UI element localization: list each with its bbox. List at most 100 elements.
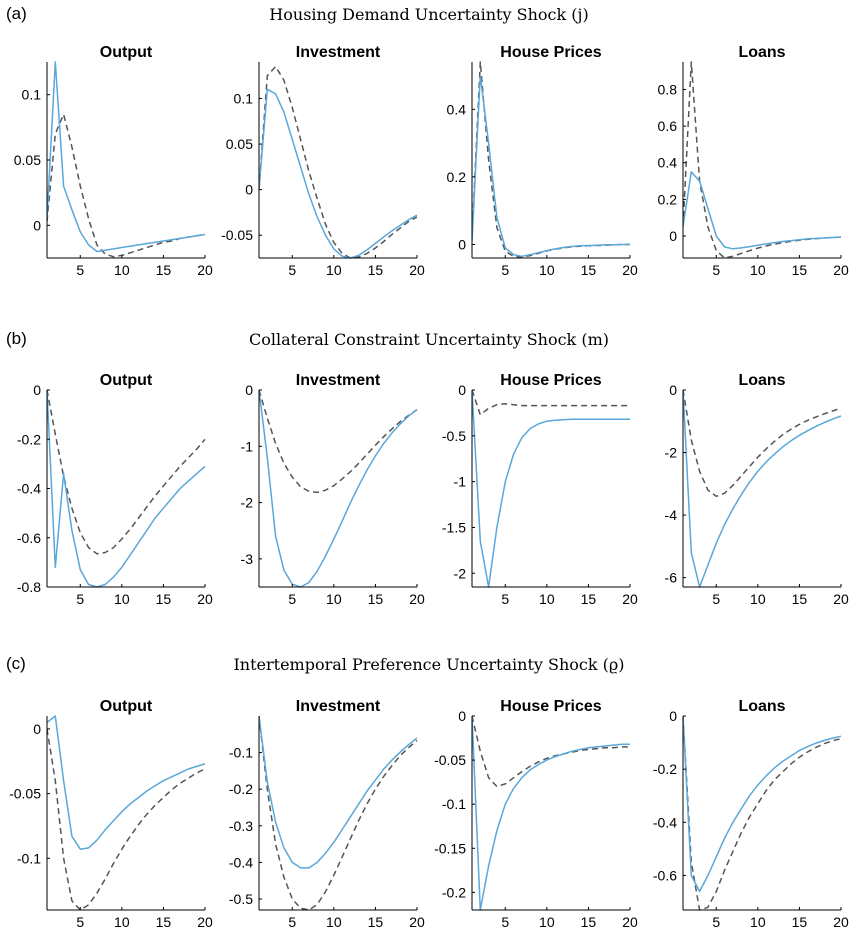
- solid-series-line: [472, 715, 630, 911]
- y-tick-label: -1: [454, 474, 467, 490]
- y-tick-label: -0.2: [442, 884, 466, 900]
- x-tick-label: 10: [750, 591, 766, 607]
- y-tick-label: 0.1: [234, 90, 254, 106]
- y-tick-label: 0: [33, 382, 41, 398]
- series-group: [683, 61, 842, 259]
- y-tick-label: -0.05: [9, 786, 41, 802]
- chart-title: Investment: [296, 372, 381, 389]
- x-tick-label: 15: [581, 591, 597, 607]
- y-tick-label: 0: [458, 236, 466, 252]
- chart-c-output: Output 5 10 15 20 -0.1 -0.05 0: [9, 698, 213, 930]
- chart-b-output: Output 5 10 15 20 -0.8 -0.6 -0.4 -0.2 0: [17, 372, 213, 607]
- chart-b-house-prices: House Prices 5 10 15 20 -2 -1.5 -1 -0.5 0: [442, 372, 638, 607]
- y-tick-label: -0.2: [17, 431, 41, 447]
- y-tick-label: 0: [33, 217, 41, 233]
- chart-title: Loans: [738, 698, 785, 715]
- x-tick-label: 20: [622, 262, 638, 278]
- row-c-header: (c) Intertemporal Preference Uncertainty…: [6, 654, 625, 674]
- x-tick-label: 15: [792, 591, 808, 607]
- x-tick-label: 5: [76, 914, 84, 930]
- x-tick-label: 5: [501, 262, 509, 278]
- y-tick-label: -0.5: [442, 428, 466, 444]
- series-group: [472, 715, 630, 911]
- row-c-letter: (c): [6, 654, 26, 673]
- chart-b-investment: Investment 5 10 15 20 -3 -2 -1 0: [241, 372, 425, 607]
- chart-c-investment: Investment 5 10 15 20 -0.5 -0.4 -0.3 -0.2 -0.1: [229, 698, 425, 930]
- y-tick-label: -2: [665, 445, 678, 461]
- x-tick-label: 5: [288, 914, 296, 930]
- y-tick-label: -0.1: [229, 745, 253, 761]
- series-group: [472, 61, 630, 258]
- solid-series-line: [683, 171, 842, 250]
- x-tick-label: 10: [750, 262, 766, 278]
- y-tick-label: -0.3: [229, 818, 253, 834]
- x-tick-label: 5: [288, 262, 296, 278]
- row-c-title: Intertemporal Preference Uncertainty Sho…: [233, 655, 624, 674]
- x-tick-label: 5: [76, 262, 84, 278]
- row-a-title: Housing Demand Uncertainty Shock (j): [269, 5, 588, 24]
- x-tick-label: 15: [792, 914, 808, 930]
- dashed-series-line: [683, 715, 842, 911]
- x-tick-label: 15: [368, 262, 384, 278]
- y-tick-label: -0.2: [229, 781, 253, 797]
- y-tick-label: -0.2: [653, 761, 677, 777]
- dashed-series-line: [259, 715, 418, 911]
- chart-title: Output: [100, 44, 153, 61]
- y-tick-label: 0.4: [658, 155, 678, 171]
- chart-title: House Prices: [500, 698, 601, 715]
- solid-series-line: [47, 389, 206, 588]
- x-tick-label: 10: [750, 914, 766, 930]
- x-tick-label: 20: [622, 591, 638, 607]
- y-tick-label: 0: [458, 382, 466, 398]
- y-tick-label: 0.4: [447, 101, 467, 117]
- solid-series-line: [259, 389, 418, 588]
- y-tick-label: -0.6: [17, 530, 41, 546]
- chart-title: House Prices: [500, 44, 601, 61]
- y-tick-label: -0.4: [229, 854, 253, 870]
- solid-series-line: [259, 88, 418, 259]
- x-tick-label: 5: [501, 591, 509, 607]
- x-tick-label: 5: [288, 591, 296, 607]
- x-tick-label: 15: [156, 262, 172, 278]
- y-tick-label: -0.05: [221, 227, 253, 243]
- dashed-series-line: [683, 389, 842, 498]
- y-tick-label: -6: [665, 570, 678, 586]
- series-group: [683, 715, 842, 911]
- x-tick-label: 20: [197, 262, 213, 278]
- dashed-series-line: [47, 728, 206, 911]
- series-group: [47, 389, 206, 588]
- y-tick-label: -3: [241, 551, 254, 567]
- series-group: [683, 389, 842, 588]
- y-tick-label: -0.1: [17, 850, 41, 866]
- dashed-series-line: [683, 61, 842, 259]
- y-tick-label: 0: [669, 708, 677, 724]
- x-tick-label: 5: [76, 591, 84, 607]
- y-tick-label: 0: [669, 228, 677, 244]
- y-tick-label: 0.2: [447, 169, 467, 185]
- chart-a-house-prices: House Prices 5 10 15 20 0 0.2 0.4: [447, 44, 638, 278]
- y-tick-label: 0: [245, 182, 253, 198]
- chart-a-loans: Loans 5 10 15 20 0 0.2 0.4 0.6 0.8: [658, 44, 849, 278]
- dashed-series-line: [472, 715, 630, 788]
- solid-series-line: [47, 715, 206, 850]
- y-tick-label: 0: [669, 382, 677, 398]
- y-tick-label: -2: [241, 495, 254, 511]
- y-tick-label: -0.6: [653, 867, 677, 883]
- x-tick-label: 15: [368, 914, 384, 930]
- y-tick-label: 0.2: [658, 191, 678, 207]
- y-tick-label: 0: [458, 708, 466, 724]
- solid-series-line: [683, 715, 842, 893]
- y-tick-label: -0.4: [17, 481, 41, 497]
- y-tick-label: 0: [245, 382, 253, 398]
- y-tick-label: 0.6: [658, 118, 678, 134]
- x-tick-label: 10: [539, 591, 555, 607]
- x-tick-label: 5: [501, 914, 509, 930]
- x-tick-label: 10: [114, 262, 130, 278]
- y-tick-label: -4: [665, 507, 678, 523]
- dashed-series-line: [259, 389, 418, 494]
- x-tick-label: 10: [326, 914, 342, 930]
- x-tick-label: 10: [539, 914, 555, 930]
- y-tick-label: 0.1: [22, 87, 42, 103]
- chart-b-loans: Loans 5 10 15 20 -6 -4 -2 0: [665, 372, 849, 607]
- y-tick-label: -0.4: [653, 814, 677, 830]
